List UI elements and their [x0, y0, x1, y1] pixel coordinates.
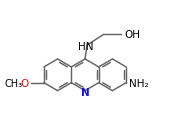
Text: HN: HN	[78, 42, 94, 52]
Text: CH₃: CH₃	[4, 78, 22, 88]
Text: N: N	[81, 87, 89, 97]
Text: O: O	[21, 78, 29, 88]
Text: NH₂: NH₂	[129, 78, 149, 88]
Text: OH: OH	[125, 30, 141, 40]
